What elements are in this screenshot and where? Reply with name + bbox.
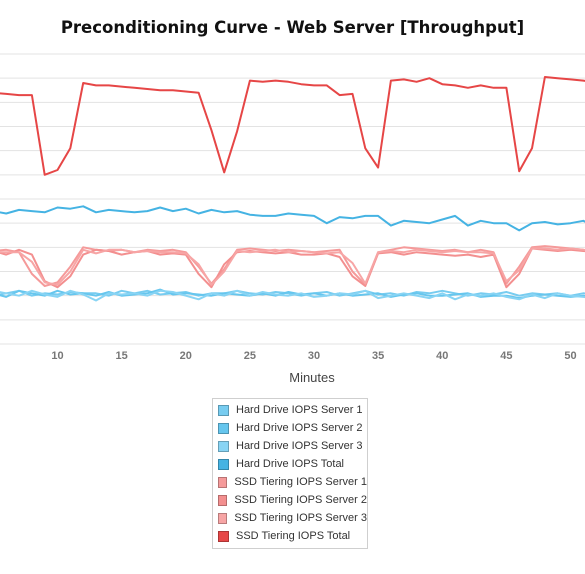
legend-swatch [218, 422, 229, 434]
legend-item[interactable]: Hard Drive IOPS Server 3 [213, 437, 367, 455]
legend-label: Hard Drive IOPS Server 2 [236, 422, 363, 434]
series-line-4 [0, 205, 585, 232]
legend-label: SSD Tiering IOPS Total [236, 530, 351, 542]
legend-item[interactable]: SSD Tiering IOPS Server 3 [213, 509, 367, 527]
x-tick-label: 20 [180, 350, 192, 362]
x-tick-label: 10 [51, 350, 63, 362]
legend-swatch [218, 494, 228, 506]
x-tick-label: 35 [372, 350, 384, 362]
x-axis-ticks: 10 15 20 25 30 35 40 45 50 [51, 350, 576, 362]
series-line-7 [0, 247, 585, 286]
legend-swatch [218, 404, 229, 416]
x-tick-label: 15 [116, 350, 128, 362]
legend-swatch [218, 530, 229, 542]
legend-label: Hard Drive IOPS Total [236, 458, 345, 470]
x-tick-label: 30 [308, 350, 320, 362]
legend-item[interactable]: Hard Drive IOPS Server 1 [213, 401, 367, 419]
legend-item[interactable]: SSD Tiering IOPS Total [213, 527, 367, 545]
x-axis-label: Minutes [289, 370, 335, 385]
legend-label: SSD Tiering IOPS Server 3 [234, 512, 367, 524]
legend-swatch [218, 512, 228, 524]
series-line-3 [0, 289, 585, 302]
chart-title: Preconditioning Curve - Web Server [Thro… [60, 18, 525, 37]
legend-item[interactable]: Hard Drive IOPS Total [213, 455, 367, 473]
legend-swatch [218, 440, 229, 452]
legend-label: Hard Drive IOPS Server 3 [236, 440, 363, 452]
legend-label: SSD Tiering IOPS Server 1 [234, 476, 367, 488]
legend-swatch [218, 476, 228, 488]
series-lines [0, 76, 585, 302]
grid-lines [0, 53, 585, 345]
x-tick-label: 45 [500, 350, 512, 362]
legend-swatch [218, 458, 229, 470]
legend-item[interactable]: SSD Tiering IOPS Server 2 [213, 491, 367, 509]
chart-legend: Hard Drive IOPS Server 1 Hard Drive IOPS … [212, 398, 368, 549]
legend-item[interactable]: Hard Drive IOPS Server 2 [213, 419, 367, 437]
series-line-6 [0, 247, 585, 289]
series-line-2 [0, 288, 585, 300]
x-tick-label: 25 [244, 350, 256, 362]
legend-item[interactable]: SSD Tiering IOPS Server 1 [213, 473, 367, 491]
x-tick-label: 50 [564, 350, 576, 362]
legend-label: Hard Drive IOPS Server 1 [236, 404, 363, 416]
x-tick-label: 40 [436, 350, 448, 362]
legend-label: SSD Tiering IOPS Server 2 [234, 494, 367, 506]
series-line-8 [0, 76, 585, 176]
